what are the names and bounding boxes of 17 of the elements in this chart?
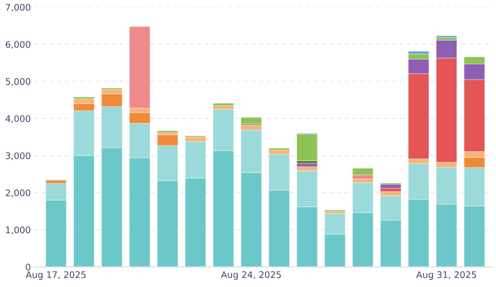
bar [296, 134, 318, 161]
y-tick-label: 0 [26, 264, 30, 270]
x-tick-label: Aug 31, 2025 [416, 271, 476, 280]
y-tick-label: 6,000 [6, 41, 30, 49]
y-tick-label: 5,000 [6, 78, 30, 86]
y-tick-label: 1,000 [6, 226, 30, 234]
bar [380, 188, 402, 192]
x-tick-label: Aug 24, 2025 [220, 271, 281, 280]
y-tick-label: 7,000 [6, 4, 30, 12]
bar [212, 103, 234, 106]
bar [296, 163, 318, 167]
bar [380, 184, 402, 188]
y-tick-label: 2,000 [6, 189, 30, 198]
bar [352, 168, 374, 176]
x-tick-label: Aug 17, 2025 [26, 271, 86, 280]
y-tick-label: 4,000 [6, 115, 30, 123]
y-tick-label: 3,000 [6, 152, 30, 160]
